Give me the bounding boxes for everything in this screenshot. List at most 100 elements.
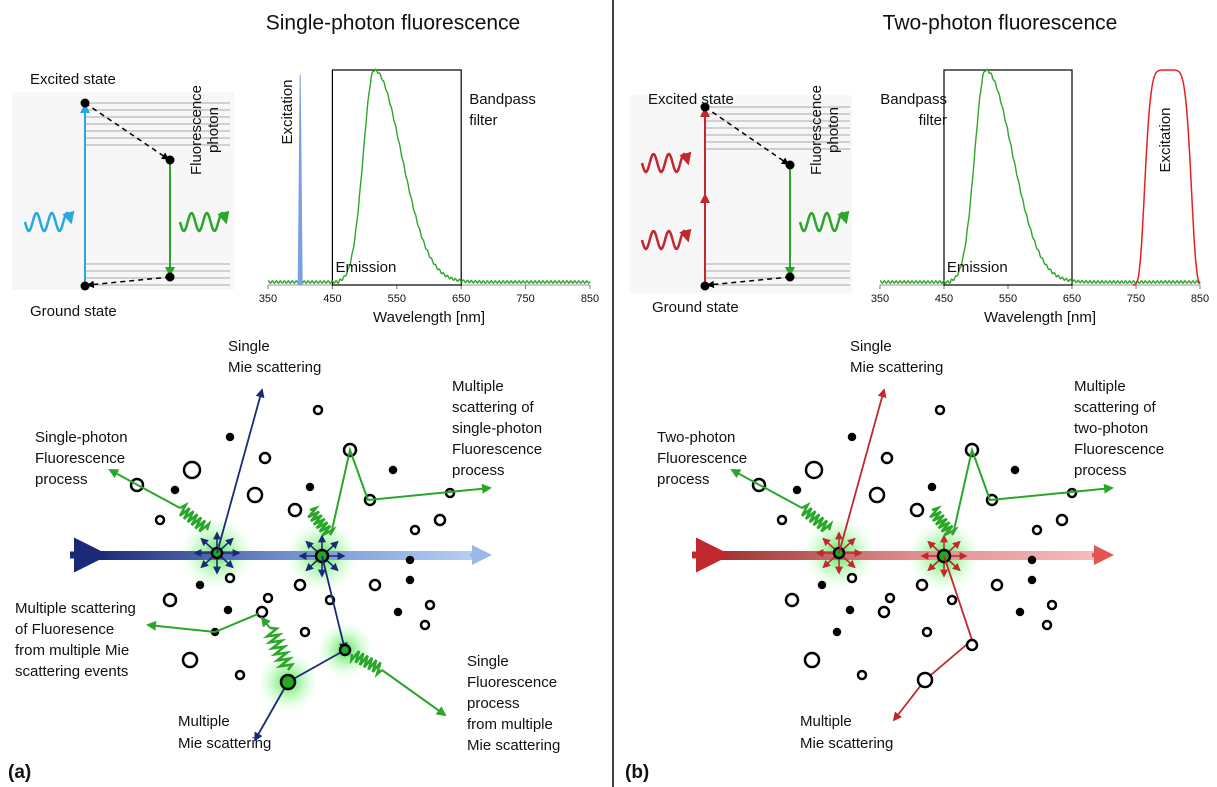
particle — [388, 465, 398, 475]
particle — [225, 432, 235, 442]
particle — [927, 482, 937, 492]
label: Excitation — [1157, 107, 1174, 172]
arrow — [86, 276, 171, 289]
particle — [433, 513, 447, 527]
x-tick-label: 750 — [1127, 293, 1145, 305]
arrow — [254, 681, 289, 742]
label: Multiple — [452, 378, 504, 395]
x-axis-label: Wavelength [nm] — [373, 309, 485, 326]
fluorescence-spring — [929, 505, 959, 537]
arrow — [838, 388, 887, 554]
label: scattering of — [1074, 399, 1157, 416]
x-tick-label: 650 — [452, 293, 470, 305]
particle — [154, 514, 166, 526]
particle — [312, 404, 324, 416]
label: Fluorescence — [452, 441, 542, 458]
particle — [915, 578, 929, 592]
particle — [832, 627, 842, 637]
particle — [258, 451, 272, 465]
photon-wave — [798, 210, 850, 233]
arrow — [953, 446, 1114, 531]
panel-label: (a) — [8, 762, 31, 783]
photon-wave — [178, 210, 230, 233]
label: Two-photon — [657, 429, 735, 446]
state-dot — [165, 155, 175, 165]
label: Mie scattering — [178, 735, 271, 752]
x-tick-label: 450 — [935, 293, 953, 305]
particle — [877, 605, 891, 619]
fluorescence-spring — [307, 505, 337, 537]
particle — [884, 592, 896, 604]
fluorescence-spring — [262, 626, 296, 671]
arrow — [216, 388, 265, 554]
particle — [817, 580, 827, 590]
arrow — [286, 649, 346, 683]
arrow — [892, 555, 974, 722]
particle — [845, 605, 855, 615]
label: scattering of — [452, 399, 535, 416]
particle — [965, 638, 979, 652]
particle — [162, 592, 178, 608]
panel-title: Two-photon fluorescence — [883, 12, 1118, 35]
label: Fluorescence — [1074, 441, 1164, 458]
particle — [299, 626, 311, 638]
x-tick-label: 350 — [871, 293, 889, 305]
x-tick-label: 450 — [323, 293, 341, 305]
label: Mie scattering — [467, 737, 560, 754]
label: Bandpass — [880, 91, 947, 108]
particle — [792, 485, 802, 495]
particle — [880, 451, 894, 465]
label: Single — [850, 338, 892, 355]
state-dot — [700, 102, 710, 112]
label: Multiple — [178, 713, 230, 730]
label: Mie scattering — [228, 359, 321, 376]
particle — [803, 651, 821, 669]
label: from multiple Mie — [15, 642, 129, 659]
arrow — [321, 555, 348, 652]
label: filter — [919, 112, 947, 129]
emission-spectrum — [267, 68, 591, 285]
particle — [1015, 607, 1025, 617]
fluorescence-spring — [178, 501, 212, 533]
label: Multiple scattering — [15, 600, 136, 617]
particle — [419, 619, 431, 631]
label: photon — [825, 107, 842, 153]
arrow — [84, 102, 170, 160]
particle — [338, 643, 352, 657]
particle — [946, 594, 958, 606]
label: process — [1074, 462, 1127, 479]
x-tick-label: 750 — [516, 293, 534, 305]
beam — [717, 551, 1097, 560]
arrow — [706, 276, 791, 289]
label: Single-photon — [35, 429, 128, 446]
label: Excited state — [648, 91, 734, 108]
state-dot — [700, 281, 710, 291]
label: Excitation — [279, 79, 296, 144]
label: Fluorescence — [808, 85, 825, 175]
excitation-spectrum — [297, 74, 303, 286]
particle — [868, 486, 886, 504]
label: Fluorescence — [657, 450, 747, 467]
state-dot — [165, 272, 175, 282]
label: Single — [228, 338, 270, 355]
arrow — [108, 469, 181, 509]
label: photon — [205, 107, 222, 153]
photon-wave — [23, 210, 75, 233]
photon-wave — [640, 228, 692, 251]
particle — [804, 460, 824, 480]
particle — [393, 607, 403, 617]
label: Fluorescence — [188, 85, 205, 175]
arrow — [381, 669, 447, 717]
label: Fluorescence — [35, 450, 125, 467]
label: of Fluoresence — [15, 621, 114, 638]
x-tick-label: 550 — [999, 293, 1017, 305]
particle — [846, 572, 858, 584]
label: from multiple — [467, 716, 553, 733]
particle — [405, 555, 415, 565]
particle — [287, 502, 303, 518]
particle — [1027, 555, 1037, 565]
particle — [279, 673, 297, 691]
label: Fluorescence — [467, 674, 557, 691]
state-dot — [785, 160, 795, 170]
